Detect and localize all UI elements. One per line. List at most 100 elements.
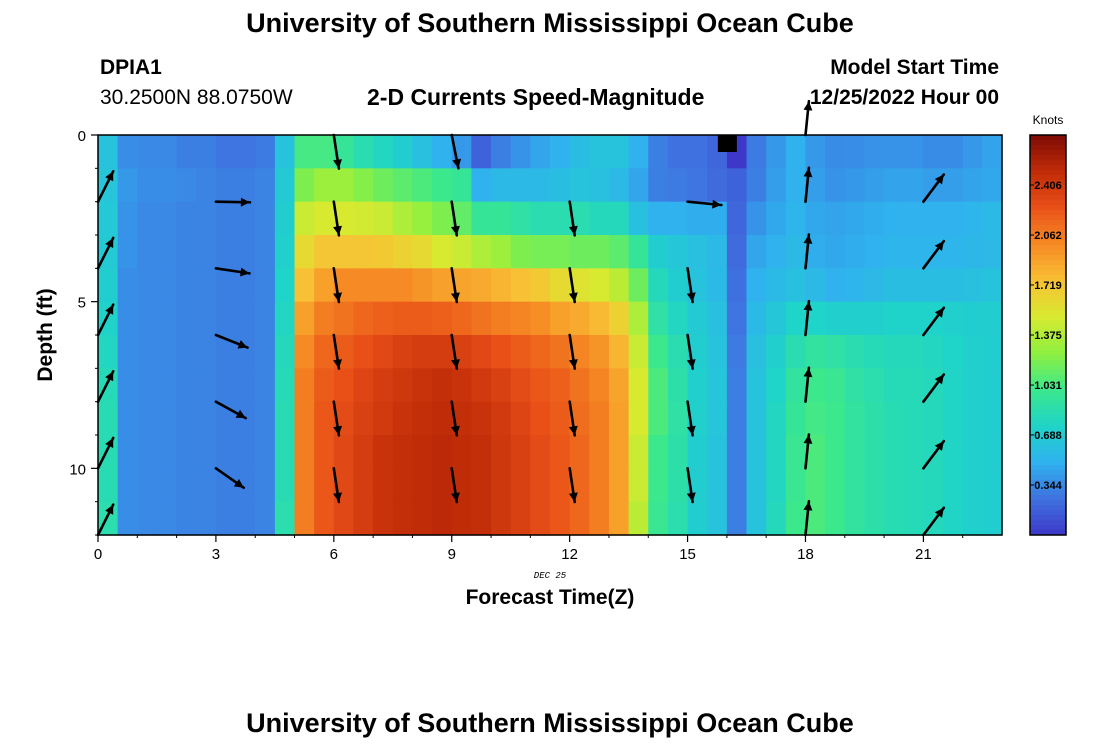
heatmap-cell [530, 501, 551, 536]
heatmap-cell [746, 335, 767, 369]
colorbar-segment [1030, 225, 1066, 231]
heatmap-cell [766, 301, 787, 336]
heatmap-cell [785, 435, 807, 469]
heatmap-cell [825, 335, 846, 369]
current-vector [686, 400, 696, 437]
heatmap-cell [707, 335, 728, 369]
heatmap-cell [569, 435, 590, 469]
heatmap-cell [255, 401, 276, 436]
heatmap-cell [628, 235, 649, 269]
heatmap-cell [530, 168, 551, 203]
heatmap-cell [392, 335, 414, 369]
colorbar-label: Knots [1033, 113, 1064, 127]
colorbar-segment [1030, 285, 1066, 291]
current-vector [568, 400, 578, 437]
heatmap-cell [117, 201, 138, 236]
heatmap-cell [884, 368, 905, 403]
heatmap-cell [510, 135, 531, 169]
heatmap-cell [196, 268, 217, 303]
colorbar-segment [1030, 490, 1066, 496]
heatmap-cell [589, 301, 610, 336]
heatmap-cell [117, 401, 138, 436]
heatmap-cell [746, 201, 767, 236]
heatmap-cell [687, 501, 708, 536]
heatmap-cell [491, 135, 512, 169]
heatmap-cell [667, 135, 689, 169]
heatmap-cell [903, 501, 924, 536]
heatmap-cell [353, 301, 374, 336]
heatmap-cell [255, 468, 276, 503]
heatmap-cell [726, 201, 748, 236]
current-vector [214, 197, 252, 207]
heatmap-cell [510, 301, 531, 336]
heatmap-cell [884, 435, 905, 469]
colorbar-segment [1030, 330, 1066, 336]
current-vector [803, 299, 813, 337]
heatmap-cell [98, 201, 119, 236]
heatmap-cell [628, 135, 649, 169]
heatmap-cell [471, 435, 492, 469]
heatmap-cell [235, 168, 256, 203]
current-vector [96, 369, 115, 404]
current-vector [214, 400, 247, 420]
x-tick-label: 21 [915, 546, 932, 563]
heatmap-cell [805, 201, 826, 236]
heatmap-cell [530, 401, 551, 436]
heatmap-cell [667, 301, 689, 336]
heatmap-cell [982, 468, 1003, 503]
colorbar-segment [1030, 245, 1066, 251]
x-tick-label: 9 [448, 546, 456, 563]
heatmap-cell [550, 235, 571, 269]
colorbar-segment [1030, 260, 1066, 266]
x-tick-label: 3 [212, 546, 220, 563]
heatmap-cell [903, 335, 924, 369]
heatmap-cell [314, 235, 335, 269]
heatmap-cell [903, 135, 924, 169]
heatmap-cell [844, 235, 866, 269]
heatmap-cell [903, 435, 924, 469]
heatmap-cell [982, 168, 1003, 203]
heatmap-cell [353, 368, 374, 403]
current-vector [686, 199, 723, 209]
colorbar-segment [1030, 275, 1066, 281]
heatmap-cell [903, 268, 924, 303]
heatmap-cell [314, 301, 335, 336]
heatmap-cell [608, 235, 630, 269]
heatmap-cell [550, 401, 571, 436]
colorbar-segment [1030, 215, 1066, 221]
heatmap-cell [235, 501, 256, 536]
current-vector [332, 466, 342, 504]
heatmap-cell [235, 135, 256, 169]
heatmap-cell [274, 201, 296, 236]
heatmap-cell [864, 368, 885, 403]
heatmap-cell [982, 335, 1003, 369]
heatmap-cell [176, 135, 197, 169]
heatmap-cell [648, 468, 669, 503]
heatmap-cell [923, 401, 944, 436]
heatmap-cell [589, 168, 610, 203]
colorbar-segment [1030, 320, 1066, 326]
heatmap-cell [491, 268, 512, 303]
heatmap-cell [687, 168, 708, 203]
heatmap-cell [471, 235, 492, 269]
chart-subtitle: 2-D Currents Speed-Magnitude [367, 84, 705, 110]
colorbar-segment [1030, 475, 1066, 481]
heatmap-cell [825, 468, 846, 503]
heatmap-cell [137, 135, 158, 169]
heatmap-cell [648, 335, 669, 369]
heatmap-cell [137, 468, 158, 503]
colorbar-segment [1030, 455, 1066, 461]
current-vector [96, 436, 115, 470]
heatmap-cell [176, 268, 197, 303]
heatmap-cell [608, 301, 630, 336]
heatmap-cell [117, 135, 138, 169]
heatmap-cell [667, 335, 689, 369]
heatmap-cell [432, 301, 453, 336]
heatmap-cell [392, 235, 414, 269]
heatmap-cell [215, 468, 237, 503]
heatmap-cell [314, 168, 335, 203]
current-vector [450, 266, 460, 304]
heatmap-cell [884, 335, 905, 369]
heatmap-cell [235, 368, 256, 403]
heatmap-cell [864, 301, 885, 336]
